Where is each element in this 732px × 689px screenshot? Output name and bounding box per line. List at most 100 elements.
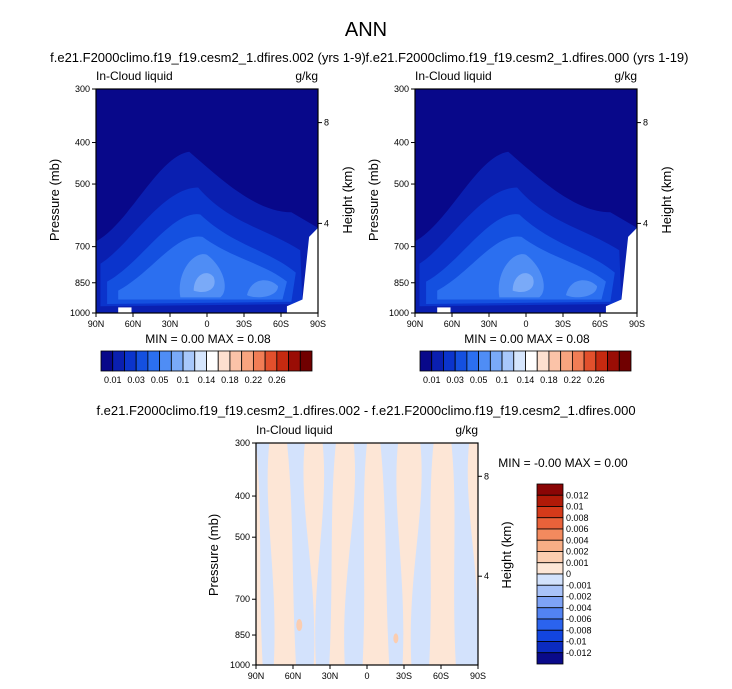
x-tick-label: 30N [481,319,498,329]
colorbar-swatch [571,350,585,372]
missing-data [437,307,451,313]
y-right-tick-label: 4 [324,218,329,228]
colorbar-swatch [229,350,243,372]
colorbar-swatch [299,350,313,372]
colorbar-swatch [501,350,515,372]
y-tick-label: 400 [394,138,409,148]
colorbar-swatch [536,641,564,654]
colorbar-label: 0.001 [566,558,589,568]
missing-data [605,227,637,313]
y-tick-label: 400 [235,491,250,501]
colorbar: 0.01 0.03 0.05 0.1 0.14 0.18 0.22 0.26 [100,350,313,385]
x-tick-label: 60N [444,319,461,329]
colorbar-label: -0.012 [566,648,592,658]
colorbar-swatch [454,350,468,372]
colorbar-swatch [536,539,564,552]
contour-level [193,273,215,293]
colorbar-swatch [217,350,231,372]
y-tick-label: 850 [75,278,90,288]
x-tick-label: 0 [364,671,369,681]
y-tick-label: 400 [75,138,90,148]
x-tick-label: 30N [162,319,179,329]
y-tick-label: 850 [394,278,409,288]
colorbar-swatch [536,528,564,541]
y-tick-label: 300 [75,84,90,94]
y-tick-label: 1000 [70,308,90,318]
plot-area: 300 400 500 700 850 1000 8 4 90N 60N 30N 0 30S 60S 90S [70,84,329,329]
contour-level [451,443,478,665]
colorbar-label: 0.1 [177,375,190,385]
colorbar-label: 0.18 [540,375,558,385]
x-tick-label: 30S [555,319,571,329]
colorbar-swatch [536,494,564,507]
plot-area: 300 400 500 700 850 1000 8 4 90N 60N 30N 0 30S 60S 90S [389,84,648,329]
y-tick-label: 700 [235,594,250,604]
units-label: g/kg [614,69,637,83]
contour-level [512,273,534,293]
x-tick-label: 60S [592,319,608,329]
y-right-tick-label: 8 [643,118,648,128]
x-tick-label: 60S [273,319,289,329]
colorbar-label: 0.26 [268,375,286,385]
contour-level [393,633,399,644]
contour-level [565,280,598,298]
colorbar-swatch [100,350,114,372]
colorbar-label: -0.002 [566,592,592,602]
colorbar-label: 0.01 [423,375,441,385]
colorbar-label: -0.004 [566,603,592,613]
colorbar-swatch [583,350,597,372]
colorbar-label: 0.26 [587,375,605,385]
colorbar-swatch [536,483,564,496]
y-tick-label: 300 [235,438,250,448]
colorbar-swatch [536,573,564,586]
colorbar-label: 0.004 [566,535,589,545]
y-axis-label: Pressure (mb) [366,159,381,241]
colorbar-label: 0.01 [104,375,122,385]
variable-label: In-Cloud liquid [96,69,173,83]
x-tick-label: 30N [322,671,339,681]
contour-level [256,443,478,665]
colorbar-swatch [182,350,196,372]
y-axis-right-label: Height (km) [340,166,355,233]
colorbar-label: 0.012 [566,490,589,500]
panel-title: f.e21.F2000climo.f19_f19.cesm2_1.dfires.… [50,50,366,65]
units-label: g/kg [455,423,478,437]
colorbar-label: 0.03 [446,375,464,385]
x-tick-label: 0 [204,319,209,329]
contour-level [287,443,315,665]
variable-label: In-Cloud liquid [415,69,492,83]
colorbar-swatch [513,350,526,372]
y-axis-label: Pressure (mb) [47,159,62,241]
x-tick-label: 30S [396,671,412,681]
y-tick-label: 500 [394,179,409,189]
colorbar-swatch [206,350,219,372]
x-tick-label: 90S [310,319,326,329]
colorbar-swatch [536,596,564,609]
y-tick-label: 300 [394,84,409,94]
x-tick-label: 60N [285,671,302,681]
colorbar-label: 0 [566,569,571,579]
colorbar-swatch [124,350,137,372]
contour-fill [96,89,318,313]
colorbar-label: 0.14 [517,375,535,385]
contour-fill [256,443,478,665]
contour-level [246,280,279,298]
colorbar-swatch [548,350,562,372]
colorbar-swatch [536,618,564,631]
x-tick-label: 60S [433,671,449,681]
colorbar-label: 0.002 [566,547,589,557]
colorbar-swatch [618,350,632,372]
min-max-stats: MIN = 0.00 MAX = 0.08 [464,332,590,346]
colorbar-label: 0.1 [496,375,509,385]
y-axis-right-label: Height (km) [659,166,674,233]
units-label: g/kg [295,69,318,83]
colorbar-swatch [241,350,254,372]
colorbar: 0.01 0.03 0.05 0.1 0.14 0.18 0.22 0.26 [419,350,632,385]
contour-level [380,443,404,665]
colorbar-label: 0.008 [566,513,589,523]
colorbar-label: -0.006 [566,614,592,624]
colorbar-swatch [276,350,289,372]
panel-test-case: f.e21.F2000climo.f19_f19.cesm2_1.dfires.… [47,50,366,385]
contour-level [344,443,367,665]
